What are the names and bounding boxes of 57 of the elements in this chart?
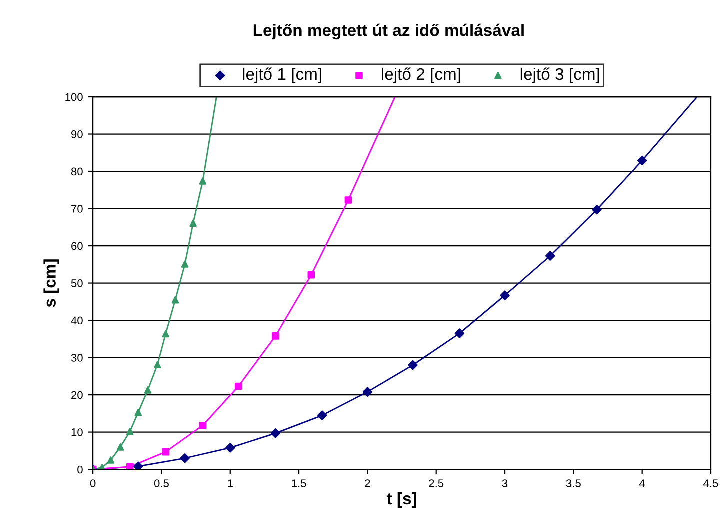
point	[592, 205, 602, 215]
point	[272, 332, 280, 340]
point	[172, 296, 180, 304]
point	[181, 260, 189, 268]
x-axis-title: t [s]	[386, 492, 416, 508]
x-tick-label: 2.5	[429, 480, 444, 488]
y-tick-label: 70	[72, 205, 83, 213]
legend-label: lejtő 3 [cm]	[520, 68, 600, 84]
point	[454, 328, 465, 338]
point	[545, 251, 556, 261]
legend-label: lejtő 2 [cm]	[382, 68, 460, 84]
point	[199, 422, 207, 430]
point	[180, 454, 190, 464]
point	[190, 220, 197, 227]
y-tick-label: 20	[72, 391, 83, 400]
point	[134, 408, 142, 416]
y-tick-label: 60	[72, 242, 83, 250]
point	[270, 428, 281, 438]
y-tick-label: 50	[71, 280, 83, 288]
legend-label: lejtő 1 [cm]	[243, 68, 322, 84]
point	[126, 463, 134, 470]
point	[162, 448, 170, 456]
y-tick-label: 100	[66, 93, 83, 102]
point	[154, 361, 162, 369]
y-tick-label: 10	[72, 428, 83, 436]
y-tick-label: 80	[71, 168, 83, 176]
x-tick-label: 1	[228, 480, 233, 488]
y-tick-label: 90	[71, 130, 83, 138]
point	[344, 196, 352, 204]
y-axis-title: s [cm]	[44, 260, 60, 308]
point	[308, 271, 316, 279]
point	[637, 156, 648, 166]
point	[144, 386, 152, 394]
y-tick-label: 40	[71, 316, 83, 325]
x-tick-label: 2	[365, 480, 370, 488]
y-tick-label: 30	[71, 354, 83, 362]
x-tick-label: 1.5	[292, 480, 306, 488]
point	[126, 428, 134, 436]
point	[134, 462, 144, 470]
point	[116, 444, 124, 451]
point	[199, 178, 207, 185]
x-tick-label: 4.5	[704, 480, 718, 488]
x-tick-label: 3.5	[566, 480, 581, 488]
x-tick-label: 3	[502, 480, 508, 488]
point	[234, 382, 242, 390]
x-tick-label: 0	[90, 480, 96, 488]
point	[226, 443, 236, 453]
x-tick-label: 4	[640, 480, 646, 488]
point	[162, 330, 170, 338]
chart-title: Lejtőn megtett út az idő múlásával	[254, 24, 524, 40]
point	[107, 456, 115, 464]
point	[408, 360, 418, 370]
x-tick-label: 0.5	[154, 480, 169, 488]
y-tick-label: 0	[78, 466, 83, 474]
point	[362, 387, 373, 397]
point	[500, 290, 510, 300]
point	[318, 410, 328, 420]
